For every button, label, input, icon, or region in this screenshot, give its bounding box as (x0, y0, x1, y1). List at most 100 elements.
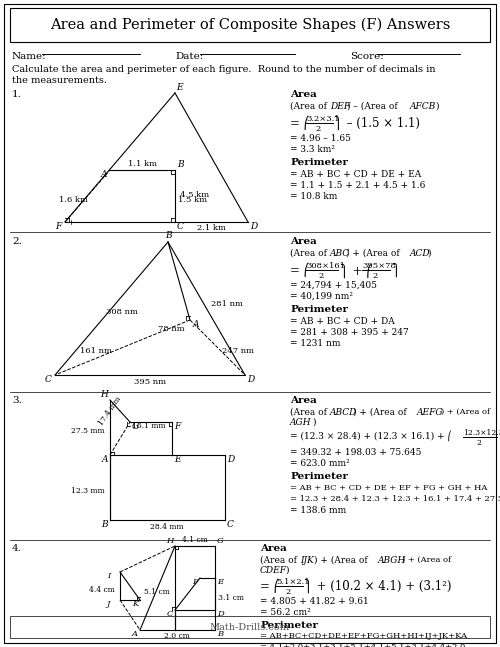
Text: = 1231 nm: = 1231 nm (290, 339, 341, 348)
Text: A: A (193, 320, 200, 329)
Text: C: C (45, 375, 52, 384)
Text: 4.1 cm: 4.1 cm (182, 536, 208, 544)
Text: Area: Area (290, 396, 317, 405)
Text: ⎫ + (10.2 × 4.1) + (3.1²): ⎫ + (10.2 × 4.1) + (3.1²) (304, 579, 452, 593)
Text: = AB + BC + CD + DA: = AB + BC + CD + DA (290, 317, 395, 326)
Text: A: A (132, 630, 138, 638)
Text: ): ) (312, 418, 316, 427)
Text: 247 nm: 247 nm (222, 347, 254, 355)
Text: E: E (176, 83, 182, 92)
Text: I: I (107, 572, 110, 580)
Text: Score:: Score: (350, 52, 384, 61)
Text: F: F (174, 422, 180, 431)
Text: Area: Area (290, 90, 317, 99)
Text: = 4.805 + 41.82 + 9.61: = 4.805 + 41.82 + 9.61 (260, 597, 369, 606)
Text: E: E (174, 455, 180, 464)
Text: ABC: ABC (330, 249, 350, 258)
Text: ACD: ACD (410, 249, 430, 258)
Text: 16.1 mm: 16.1 mm (132, 422, 166, 430)
Text: = 40,199 nm²: = 40,199 nm² (290, 292, 353, 301)
Text: G: G (132, 422, 139, 431)
Text: = 623.0 mm²: = 623.0 mm² (290, 459, 350, 468)
Text: 2: 2 (372, 272, 378, 280)
Text: = AB + BC + CD + DE + EA: = AB + BC + CD + DE + EA (290, 170, 421, 179)
Text: 2.0 cm: 2.0 cm (164, 632, 190, 640)
Text: H: H (100, 390, 108, 399)
Text: 2: 2 (315, 125, 320, 133)
Text: D: D (227, 455, 234, 464)
Text: (Area of: (Area of (290, 408, 330, 417)
Text: = ⎛: = ⎛ (260, 579, 280, 593)
Text: 1.1 km: 1.1 km (128, 160, 156, 168)
Text: ) + (Area of: ) + (Area of (402, 556, 454, 564)
Text: = 3.3 km²: = 3.3 km² (290, 145, 335, 154)
Text: A: A (102, 455, 108, 464)
Text: 12.3×12.3: 12.3×12.3 (463, 429, 500, 437)
Text: 308 nm: 308 nm (106, 308, 138, 316)
Text: ) + (Area of: ) + (Area of (353, 408, 410, 417)
Text: 5.1×2.1: 5.1×2.1 (276, 578, 310, 586)
Text: B: B (164, 231, 172, 240)
Text: ABGH: ABGH (378, 556, 406, 565)
Text: ) + (Area of: ) + (Area of (314, 556, 370, 565)
Text: = AB + BC + CD + DE + EF + FG + GH + HA: = AB + BC + CD + DE + EF + FG + GH + HA (290, 484, 488, 492)
Text: Perimeter: Perimeter (290, 305, 348, 314)
Text: 12.3 mm: 12.3 mm (72, 487, 105, 495)
Text: Area: Area (260, 544, 287, 553)
Text: E: E (217, 578, 223, 586)
Text: ): ) (427, 249, 430, 258)
Text: 2.: 2. (12, 237, 22, 246)
Text: D: D (247, 375, 254, 384)
Text: Math-Drills.com: Math-Drills.com (210, 622, 290, 631)
Text: (Area of: (Area of (290, 249, 330, 258)
Text: K: K (132, 600, 138, 608)
Text: 2.1 km: 2.1 km (196, 224, 226, 232)
Text: = 1.1 + 1.5 + 2.1 + 4.5 + 1.6: = 1.1 + 1.5 + 2.1 + 4.5 + 1.6 (290, 181, 426, 190)
Text: J: J (106, 600, 110, 608)
Text: ) – (Area of: ) – (Area of (347, 102, 401, 111)
Text: DEF: DEF (330, 102, 350, 111)
Text: 281 nm: 281 nm (211, 300, 243, 308)
Text: = 349.32 + 198.03 + 75.645: = 349.32 + 198.03 + 75.645 (290, 448, 422, 457)
Text: = 138.6 mm: = 138.6 mm (290, 506, 346, 515)
Text: C: C (177, 222, 184, 231)
Text: ): ) (435, 102, 438, 111)
Text: B: B (217, 630, 223, 638)
Text: = 56.2 cm²: = 56.2 cm² (260, 608, 311, 617)
Text: H: H (166, 537, 173, 545)
Text: 78 nm: 78 nm (158, 325, 185, 333)
Text: B: B (102, 520, 108, 529)
Bar (10, 8, 490, 42)
Text: 1.: 1. (12, 90, 22, 99)
Text: = 12.3 + 28.4 + 12.3 + 12.3 + 16.1 + 17.4 + 27.5: = 12.3 + 28.4 + 12.3 + 12.3 + 16.1 + 17.… (290, 495, 500, 503)
Text: 395×78: 395×78 (362, 262, 396, 270)
Text: 28.4 mm: 28.4 mm (150, 523, 184, 531)
Text: 2: 2 (318, 272, 323, 280)
Text: = 24,794 + 15,405: = 24,794 + 15,405 (290, 281, 377, 290)
Text: Perimeter: Perimeter (260, 621, 318, 630)
Text: = ⎛: = ⎛ (290, 116, 310, 131)
Text: AGH: AGH (290, 418, 312, 427)
Text: F: F (55, 222, 61, 231)
Text: 1.6 km: 1.6 km (59, 196, 88, 204)
Text: ) + (Area of: ) + (Area of (441, 408, 493, 416)
Text: the measurements.: the measurements. (12, 76, 107, 85)
Text: D: D (250, 222, 257, 231)
Text: 4.: 4. (12, 544, 22, 553)
Text: 3.2×3.1: 3.2×3.1 (306, 115, 340, 123)
Text: 1.5 km: 1.5 km (178, 196, 207, 204)
Text: Name:: Name: (12, 52, 46, 61)
Text: ⎫ + ⎛: ⎫ + ⎛ (340, 263, 372, 278)
Text: 5.1 cm: 5.1 cm (144, 588, 170, 596)
Text: Date:: Date: (175, 52, 203, 61)
Text: (Area of: (Area of (290, 102, 330, 111)
Text: = ⎛: = ⎛ (290, 263, 310, 278)
Text: = 10.8 km: = 10.8 km (290, 192, 338, 201)
Text: CDEF: CDEF (260, 566, 287, 575)
Text: ) + (Area of: ) + (Area of (346, 249, 403, 258)
Text: ): ) (285, 566, 288, 575)
Text: = (12.3 × 28.4) + (12.3 × 16.1) + ⎛: = (12.3 × 28.4) + (12.3 × 16.1) + ⎛ (290, 430, 452, 441)
Text: ⎫: ⎫ (391, 263, 400, 278)
Text: 161 nm: 161 nm (80, 347, 112, 355)
Text: Perimeter: Perimeter (290, 472, 348, 481)
